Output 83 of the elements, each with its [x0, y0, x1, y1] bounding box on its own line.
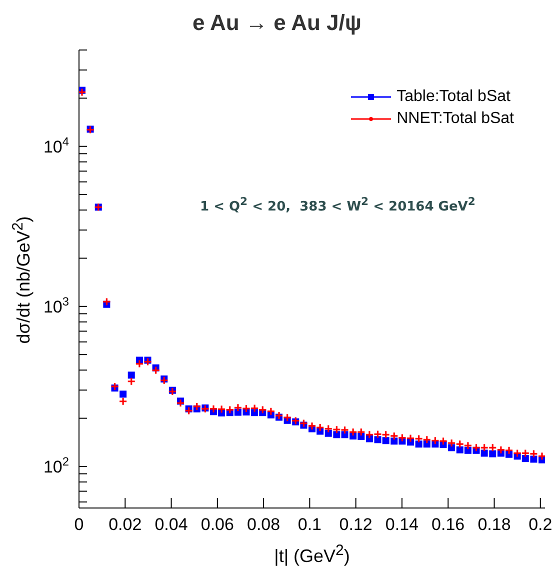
point [506, 446, 513, 454]
point [234, 404, 242, 412]
point [341, 431, 348, 438]
point [448, 444, 456, 452]
point [284, 414, 291, 422]
point [407, 434, 414, 442]
point [423, 436, 430, 444]
point [218, 406, 226, 413]
point [398, 434, 406, 442]
legend-label: NNET:Total bSat [396, 110, 514, 128]
point [464, 442, 472, 450]
point [464, 446, 472, 454]
x-tick-label: 0.04 [154, 515, 188, 534]
point [210, 405, 217, 412]
point [242, 405, 250, 412]
annotation: 1 < Q$^{2}$ < 20, 383 < W$^{2}$ < 20164 GeV$^{2}$ [200, 195, 476, 214]
point [193, 402, 200, 410]
point [251, 404, 258, 412]
point [358, 432, 365, 440]
point [308, 422, 316, 430]
point [423, 440, 430, 448]
point [522, 450, 529, 457]
point [489, 450, 496, 458]
x-axis-title: |t| (GeV$^{2}$) [273, 542, 351, 567]
point [267, 408, 274, 415]
point [440, 438, 447, 445]
point [120, 390, 127, 398]
point [415, 440, 422, 448]
point [480, 450, 488, 457]
point [374, 430, 382, 438]
y-tick-label: 10$^{2}$ [43, 454, 70, 476]
x-tick-label: 0.14 [385, 515, 419, 534]
point [316, 424, 324, 432]
point [390, 432, 398, 440]
point [530, 456, 538, 463]
point [251, 409, 258, 416]
point [456, 446, 464, 454]
point [103, 298, 110, 306]
point [382, 437, 390, 444]
point [497, 446, 504, 454]
point [226, 406, 234, 414]
chart-title: e Au → e Au J/ψ [192, 10, 362, 36]
point [333, 426, 340, 434]
x-tick-label: 0.1 [298, 515, 322, 534]
point [120, 398, 127, 405]
point [234, 408, 242, 416]
x-tick-label: 0.18 [478, 515, 511, 534]
x-tick-label: 0.02 [108, 515, 142, 534]
point [136, 360, 143, 368]
point [448, 440, 456, 447]
point [259, 406, 266, 414]
point [366, 431, 373, 438]
x-tick-label: 0.2 [528, 515, 552, 534]
x-tick-label: 0.06 [200, 515, 234, 534]
point [341, 426, 348, 434]
point [128, 378, 135, 385]
x-tick-label: 0.16 [432, 515, 465, 534]
point [456, 440, 464, 448]
point [530, 450, 538, 458]
point [538, 452, 545, 460]
point [350, 428, 357, 436]
x-tick-label: 0.12 [339, 515, 372, 534]
x-tick-label: 0.08 [247, 515, 280, 534]
point [472, 444, 480, 452]
point [152, 366, 160, 374]
point [324, 430, 332, 437]
point [333, 431, 340, 438]
point [374, 436, 382, 444]
legend-label: Table:Total bSat [396, 88, 510, 106]
point [382, 431, 390, 438]
point [390, 438, 398, 445]
point [514, 450, 521, 457]
point [522, 455, 529, 462]
y-tick-label: 10$^{3}$ [43, 294, 70, 316]
point [432, 437, 439, 444]
point [128, 372, 135, 379]
point [324, 425, 332, 432]
point [489, 444, 496, 452]
point [415, 435, 422, 442]
y-tick-label: 10$^{4}$ [43, 134, 70, 156]
x-tick-label: 0 [74, 515, 84, 534]
point [358, 428, 365, 436]
point [480, 444, 488, 452]
